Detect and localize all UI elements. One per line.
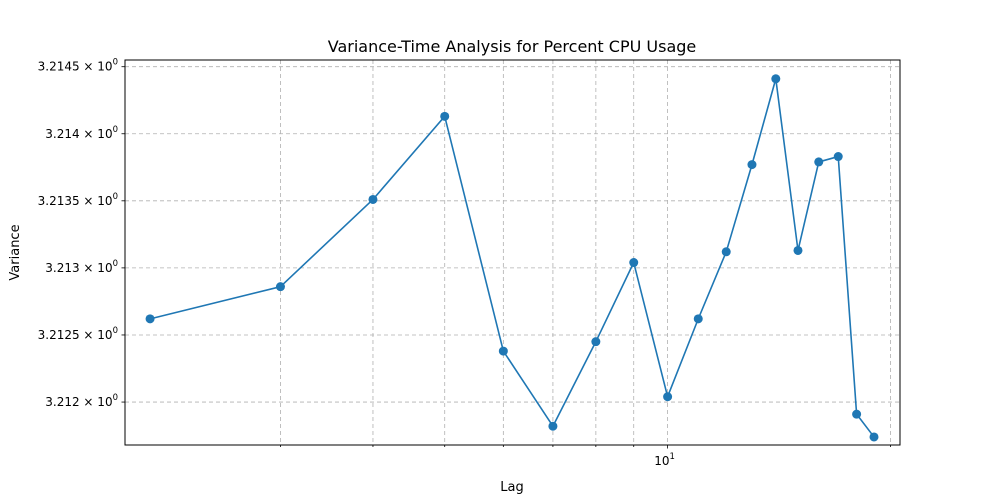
data-point [663,392,673,402]
data-point [548,421,558,431]
x-tick-label: 101 [654,452,675,468]
chart-title: Variance-Time Analysis for Percent CPU U… [328,37,697,56]
data-point [591,337,601,347]
data-point [498,346,508,356]
y-axis-label: Variance [8,224,23,280]
data-point [814,157,824,167]
data-point [747,160,757,170]
data-point [275,282,285,292]
data-point [629,258,639,268]
y-tick-label: 3.2125 × 100 [38,326,118,342]
data-point [771,74,781,84]
data-point [833,152,843,162]
y-tick-label: 3.2145 × 100 [38,58,118,74]
data-point [693,314,703,324]
data-point [793,245,803,255]
data-point [440,111,450,121]
series-layer [145,74,879,442]
tick-layer: 101 3.212 × 100 3.2125 × 100 3.213 × 100 3.2… [38,58,891,468]
data-point [869,432,879,442]
plot-frame [124,59,901,446]
y-tick-label: 3.213 × 100 [45,259,118,275]
y-tick-label: 3.2135 × 100 [38,192,118,208]
y-tick-label: 3.212 × 100 [45,393,118,409]
series-line [149,77,875,438]
data-point [721,247,731,257]
y-tick-label: 3.214 × 100 [45,125,118,141]
grid-layer [125,60,900,445]
data-point [145,314,155,324]
data-point [852,409,862,419]
x-axis-label: Lag [500,480,523,495]
data-point [368,194,378,204]
